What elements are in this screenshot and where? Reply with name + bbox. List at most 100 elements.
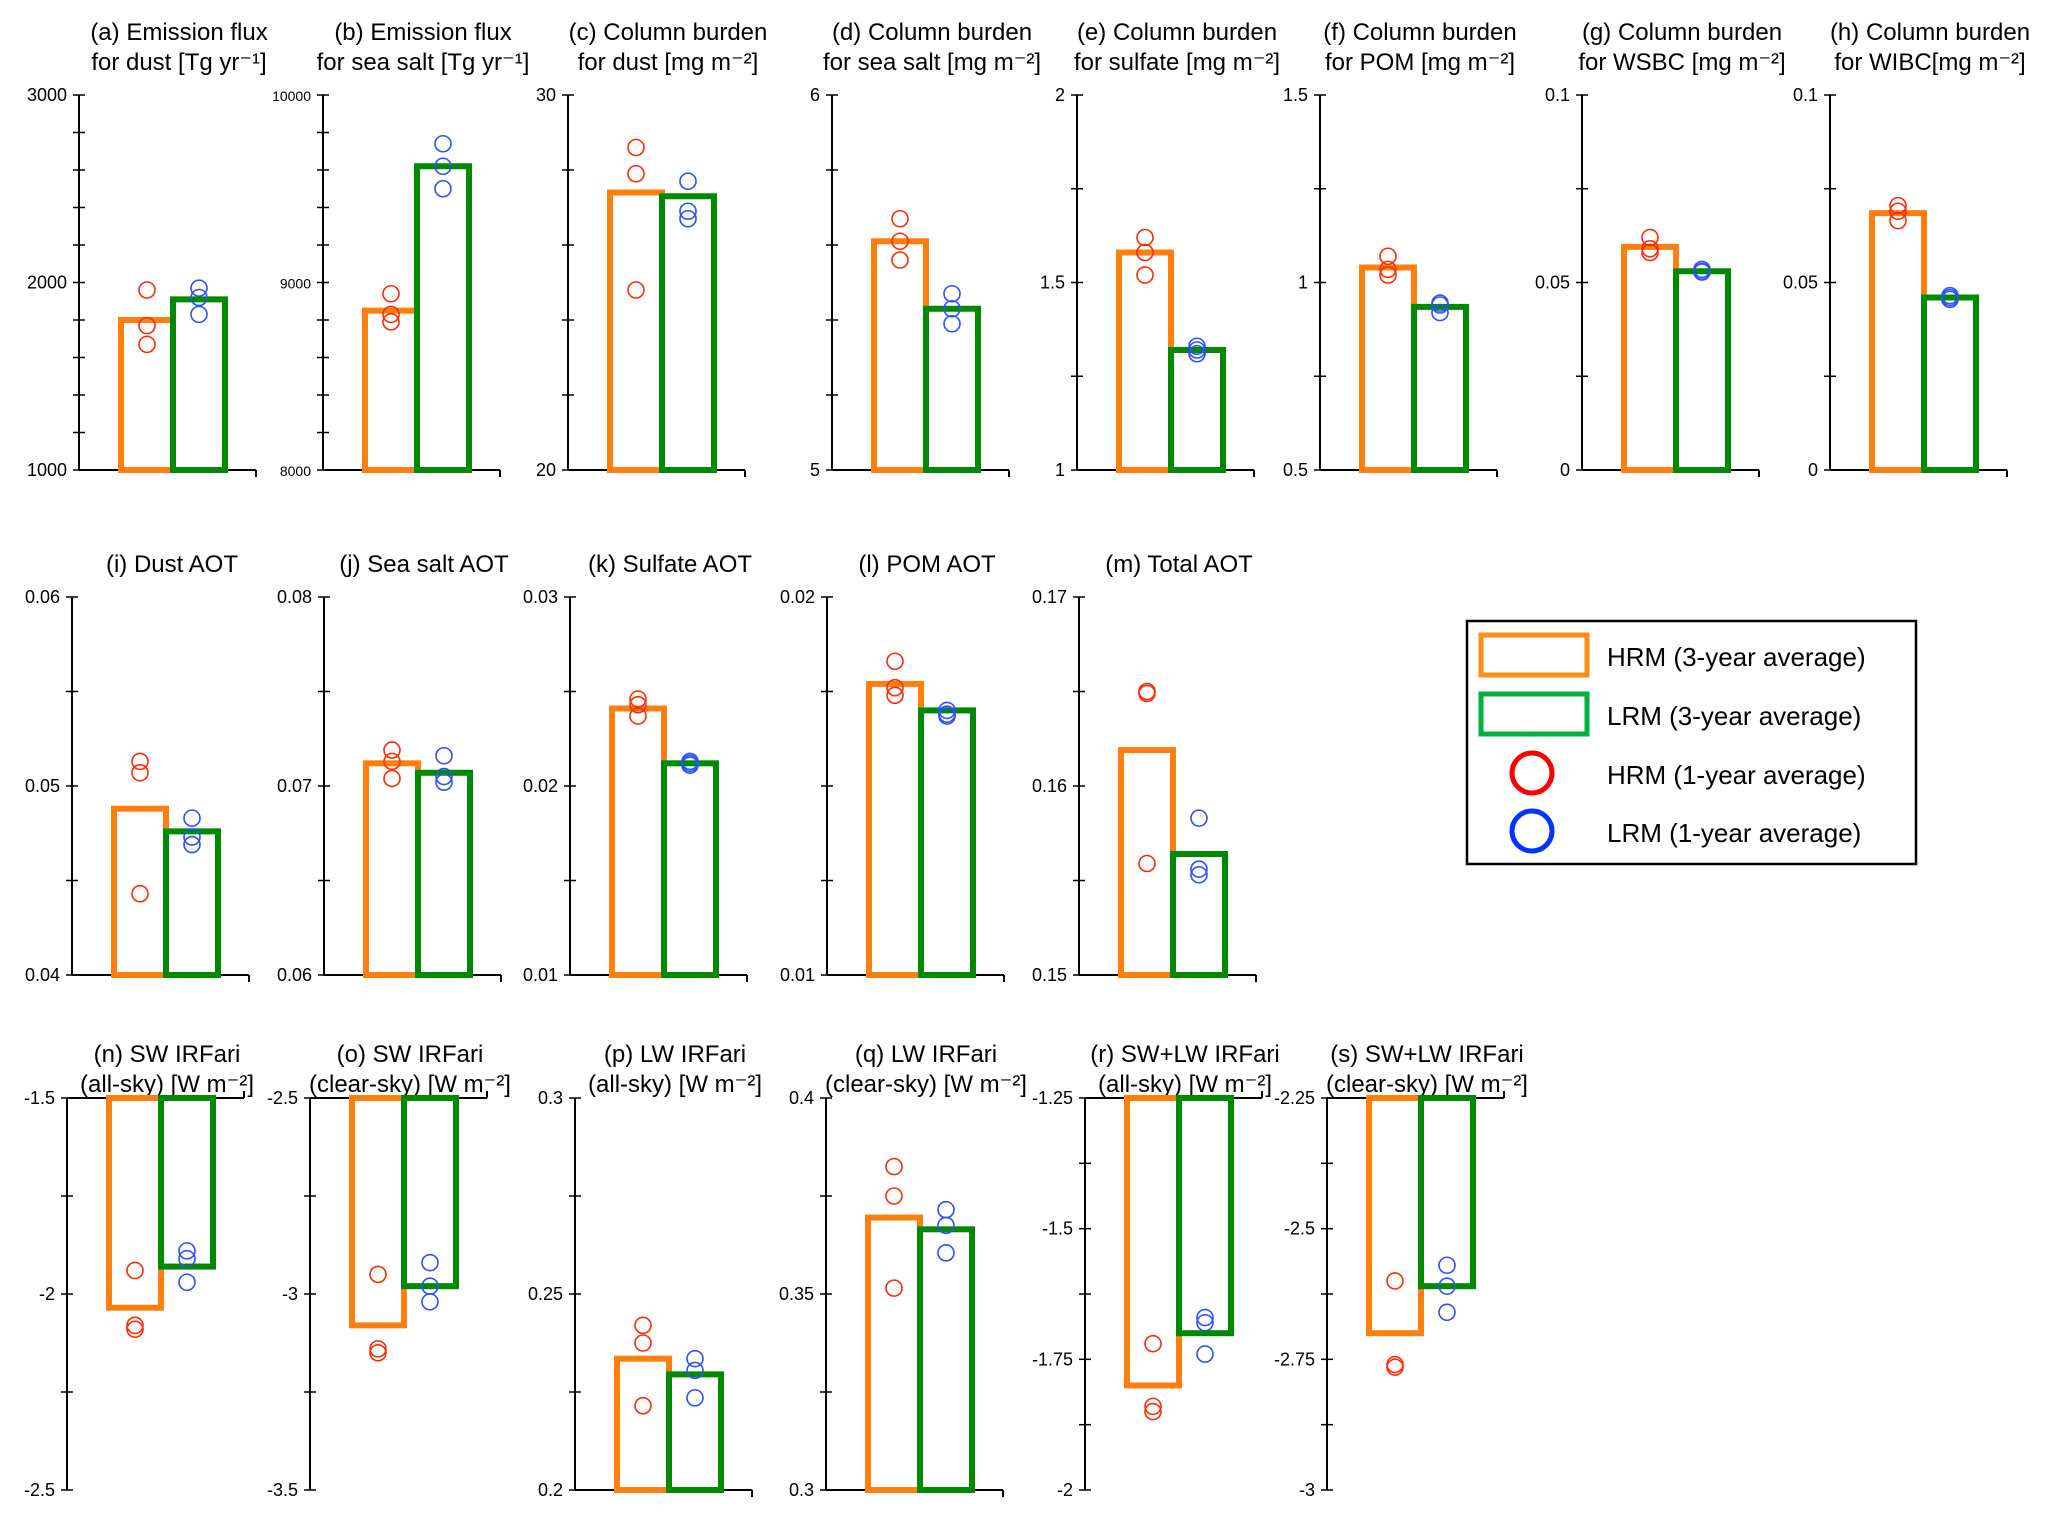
- point-lrm-1yr: [1438, 1303, 1456, 1322]
- point-hrm-1yr: [891, 209, 909, 228]
- y-tick-label: 0.08: [277, 587, 312, 607]
- panel-i: (i) Dust AOT 0.04 0.05 0.06: [25, 551, 250, 985]
- point-hrm-1yr: [634, 1334, 652, 1352]
- panel-j: (j) Sea salt AOT 0.06 0.07 0.08: [277, 551, 509, 985]
- point-lrm-1yr: [1196, 1345, 1214, 1363]
- panel-title-line: for sea salt [Tg yr⁻¹]: [317, 49, 530, 76]
- y-tick-label: 0.16: [1032, 776, 1067, 796]
- bar-hrm-3yr: [609, 705, 667, 978]
- point-hrm-1yr: [382, 305, 400, 324]
- y-tick-label: 0.1: [1793, 85, 1818, 105]
- y-tick-label: 1.5: [1040, 273, 1065, 293]
- point-hrm-1yr: [1138, 684, 1156, 703]
- bar-hrm-3yr: [363, 760, 421, 978]
- bar-lrm-3yr: [1418, 1095, 1476, 1290]
- point-hrm-1yr: [1889, 211, 1907, 230]
- point-lrm-1yr: [679, 202, 697, 221]
- panel-k: (k) Sulfate AOT 0.01 0.02 0.03: [523, 551, 752, 985]
- panel-title-line: for WSBC [mg m⁻²]: [1578, 49, 1785, 76]
- bar-hrm-3yr: [614, 1355, 672, 1494]
- y-tick-label: 0.04: [25, 965, 60, 985]
- panel-title-line: (i) Dust AOT: [106, 551, 238, 578]
- y-tick-label: 9000: [280, 276, 311, 292]
- bar-lrm-3yr: [918, 707, 976, 979]
- bar-hrm-3yr: [362, 307, 420, 473]
- bar-lrm-3yr: [1168, 347, 1226, 473]
- y-tick-label: 20: [536, 460, 556, 480]
- point-hrm-1yr: [1144, 1402, 1162, 1421]
- y-tick-label: 0.06: [277, 965, 312, 985]
- y-tick-label: 0.06: [25, 587, 60, 607]
- point-lrm-1yr: [1438, 1256, 1456, 1275]
- point-lrm-1yr: [190, 305, 208, 324]
- y-tick-label: 6: [810, 85, 820, 105]
- panel-title-line: for WIBC[mg m⁻²]: [1834, 49, 2025, 76]
- bar-hrm-3yr: [106, 1095, 164, 1311]
- point-lrm-1yr: [679, 172, 697, 191]
- point-hrm-1yr: [627, 164, 645, 183]
- point-hrm-1yr: [138, 335, 156, 354]
- point-lrm-1yr: [937, 1216, 955, 1235]
- bar-lrm-3yr: [414, 163, 472, 473]
- point-hrm-1yr: [1889, 196, 1907, 215]
- panel-e: (e) Column burden for sulfate [mg m⁻²] 1 1.…: [1040, 19, 1280, 480]
- point-lrm-1yr: [1196, 1313, 1214, 1332]
- panel-title-line: (all-sky) [W m⁻²]: [1098, 1071, 1272, 1098]
- bar-hrm-3yr: [871, 238, 929, 473]
- point-hrm-1yr: [131, 763, 149, 782]
- bar-lrm-3yr: [163, 828, 221, 978]
- point-hrm-1yr: [885, 1187, 903, 1205]
- panel-title-line: (n) SW IRFari: [94, 1041, 241, 1068]
- legend-label-hrm-1yr: HRM (1-year average): [1607, 760, 1866, 790]
- legend-marker-lrm-1yr: [1509, 808, 1555, 854]
- y-tick-label: 0.5: [1283, 460, 1308, 480]
- panel-title-line: (q) LW IRFari: [855, 1041, 997, 1068]
- point-hrm-1yr: [627, 281, 645, 299]
- point-hrm-1yr: [1379, 247, 1397, 266]
- y-tick-label: 8000: [280, 463, 311, 479]
- bar-lrm-3yr: [1921, 294, 1979, 473]
- panel-m: (m) Total AOT 0.15 0.16 0.17: [1032, 551, 1257, 985]
- point-hrm-1yr: [627, 138, 645, 157]
- legend-label-lrm-1yr: LRM (1-year average): [1607, 818, 1861, 848]
- panels: (a) Emission flux for dust [Tg yr⁻¹] 1000 2…: [24, 19, 2030, 1500]
- point-hrm-1yr: [369, 1265, 387, 1284]
- point-lrm-1yr: [938, 707, 956, 725]
- y-tick-label: 0.4: [789, 1088, 814, 1108]
- point-lrm-1yr: [435, 773, 453, 792]
- point-lrm-1yr: [421, 1253, 439, 1272]
- panel-title-line: (clear-sky) [W m⁻²]: [309, 1071, 511, 1098]
- panel-title-line: (c) Column burden: [569, 19, 768, 46]
- panel-title-line: (h) Column burden: [1830, 19, 2030, 46]
- point-lrm-1yr: [938, 701, 956, 720]
- y-tick-label: -1.25: [1032, 1088, 1073, 1108]
- point-hrm-1yr: [885, 1157, 903, 1176]
- bar-lrm-3yr: [661, 760, 719, 978]
- y-tick-label: 30: [536, 85, 556, 105]
- panel-title-line: (p) LW IRFari: [604, 1041, 746, 1068]
- y-tick-label: 0.2: [538, 1480, 563, 1500]
- bar-hrm-3yr: [1116, 249, 1174, 473]
- y-tick-label: 0.03: [523, 587, 558, 607]
- y-tick-label: 0.01: [523, 965, 558, 985]
- panel-a: (a) Emission flux for dust [Tg yr⁻¹] 1000 2…: [27, 19, 268, 480]
- bar-lrm-3yr: [1411, 303, 1469, 473]
- point-lrm-1yr: [434, 179, 452, 198]
- point-lrm-1yr: [190, 279, 208, 297]
- y-tick-label: 0.25: [528, 1284, 563, 1304]
- point-hrm-1yr: [126, 1261, 144, 1280]
- point-lrm-1yr: [421, 1293, 439, 1311]
- panel-g: (g) Column burden for WSBC [mg m⁻²] 0 0.05 0…: [1535, 19, 1786, 480]
- bar-lrm-3yr: [1176, 1095, 1234, 1337]
- point-lrm-1yr: [943, 299, 961, 318]
- panel-title-line: (l) POM AOT: [858, 551, 996, 578]
- point-hrm-1yr: [1379, 266, 1397, 284]
- y-tick-label: -3: [282, 1284, 298, 1304]
- point-hrm-1yr: [1379, 260, 1397, 279]
- panel-title-line: (all-sky) [W m⁻²]: [80, 1071, 254, 1098]
- panel-title-line: (j) Sea salt AOT: [339, 551, 509, 578]
- bar-hrm-3yr: [349, 1095, 407, 1329]
- y-tick-label: 3000: [27, 85, 67, 105]
- point-hrm-1yr: [1641, 239, 1659, 258]
